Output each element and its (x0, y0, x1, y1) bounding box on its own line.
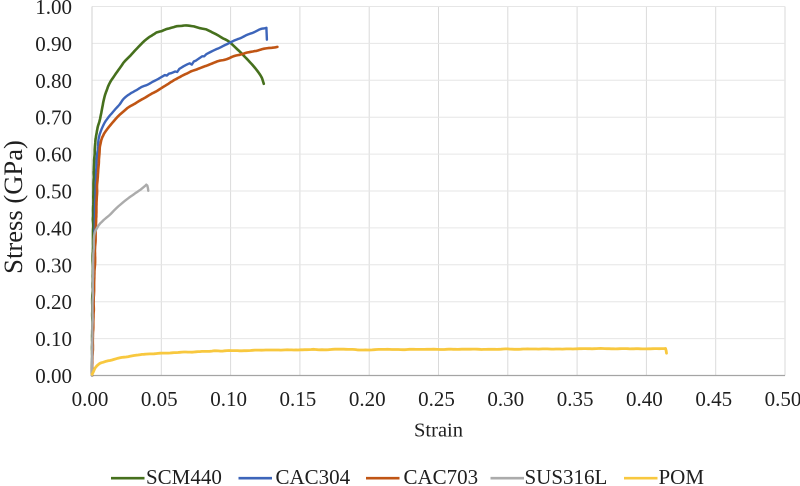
svg-text:Strain: Strain (414, 420, 463, 442)
svg-text:0.00: 0.00 (72, 387, 109, 411)
svg-text:0.10: 0.10 (35, 327, 72, 351)
svg-text:0.10: 0.10 (210, 387, 247, 411)
svg-text:0.05: 0.05 (141, 387, 178, 411)
svg-text:SCM440: SCM440 (146, 465, 222, 486)
svg-text:0.50: 0.50 (35, 180, 72, 204)
svg-text:SUS316L: SUS316L (525, 465, 608, 486)
svg-text:0.30: 0.30 (35, 253, 72, 277)
svg-text:0.80: 0.80 (35, 69, 72, 93)
svg-text:0.35: 0.35 (557, 387, 594, 411)
svg-text:0.20: 0.20 (349, 387, 386, 411)
svg-text:0.15: 0.15 (280, 387, 317, 411)
svg-text:0.25: 0.25 (418, 387, 455, 411)
svg-text:CAC304: CAC304 (276, 465, 351, 486)
svg-text:0.20: 0.20 (35, 290, 72, 314)
svg-text:0.60: 0.60 (35, 143, 72, 167)
svg-text:0.90: 0.90 (35, 32, 72, 56)
svg-text:0.70: 0.70 (35, 106, 72, 130)
svg-text:CAC703: CAC703 (404, 465, 479, 486)
svg-text:0.30: 0.30 (487, 387, 524, 411)
svg-text:1.00: 1.00 (35, 0, 72, 19)
svg-text:0.40: 0.40 (626, 387, 663, 411)
svg-text:POM: POM (659, 465, 705, 486)
svg-text:0.40: 0.40 (35, 216, 72, 240)
svg-text:0.50: 0.50 (765, 387, 800, 411)
svg-text:0.00: 0.00 (35, 364, 72, 388)
svg-text:Stress (GPa): Stress (GPa) (0, 140, 28, 274)
svg-text:0.45: 0.45 (695, 387, 732, 411)
